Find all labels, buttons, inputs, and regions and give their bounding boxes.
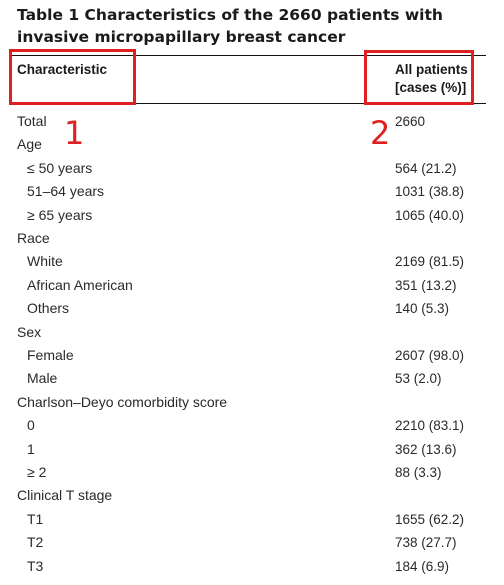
table-row: Others 140 (5.3) [0, 298, 504, 321]
row-label: 1 [27, 440, 35, 457]
annotation-box-1 [9, 49, 136, 105]
table-row: ≤ 50 years 564 (21.2) [0, 158, 504, 181]
row-label: Charlson–Deyo comorbidity score [17, 393, 228, 410]
annotation-marker-1: 1 [64, 114, 85, 152]
row-label: T2 [27, 534, 44, 551]
row-value: 351 (13.2) [395, 277, 457, 293]
row-label: Total [17, 113, 47, 129]
row-label: Sex [17, 323, 42, 340]
row-value: 1065 (40.0) [395, 207, 465, 223]
row-value: 88 (3.3) [395, 465, 442, 480]
row-value: 2607 (98.0) [395, 348, 465, 363]
row-label: Female [27, 347, 74, 363]
table-row: Race [0, 228, 504, 251]
row-label: Age [17, 136, 42, 153]
table-row: T2 738 (27.7) [0, 532, 504, 555]
table-row: Total 2660 [0, 111, 504, 134]
row-value: 564 (21.2) [395, 160, 457, 176]
row-value: 2169 (81.5) [395, 254, 465, 270]
row-label: Race [17, 230, 50, 246]
header-all-patients-line1: All patients [395, 62, 468, 77]
table-row: Sex [0, 322, 504, 345]
row-label: T3 [27, 557, 44, 574]
table-row: 0 2210 (83.1) [0, 415, 504, 438]
header-all-patients: All patients [cases (%)] [395, 61, 468, 97]
row-value: 184 (6.9) [395, 558, 450, 574]
row-value: 53 (2.0) [395, 371, 442, 387]
header-characteristic: Characteristic [17, 62, 108, 77]
table-row: Charlson–Deyo comorbidity score [0, 392, 504, 415]
table-row: White 2169 (81.5) [0, 251, 504, 274]
row-label: ≤ 50 years [27, 159, 93, 176]
table-top-rule [10, 55, 486, 56]
annotation-marker-2: 2 [370, 114, 391, 152]
table-header-rule [10, 103, 486, 104]
table-row: 1 362 (13.6) [0, 439, 504, 462]
table-row: ≥ 65 years 1065 (40.0) [0, 205, 504, 228]
header-all-patients-line2: [cases (%)] [395, 80, 467, 95]
row-label: White [27, 253, 63, 270]
table-row: Female 2607 (98.0) [0, 345, 504, 368]
annotation-box-2 [364, 50, 474, 105]
table-row: 51–64 years 1031 (38.8) [0, 181, 504, 204]
row-value: 1031 (38.8) [395, 184, 465, 200]
row-label: ≥ 65 years [27, 206, 93, 223]
row-label: African American [27, 276, 133, 293]
table-row: Age [0, 134, 504, 157]
table-row: Male 53 (2.0) [0, 368, 504, 391]
row-value: 362 (13.6) [395, 441, 457, 457]
row-label: 0 [27, 417, 35, 434]
row-value: 140 (5.3) [395, 301, 450, 317]
table-row: Clinical T stage [0, 485, 504, 508]
row-value: 1655 (62.2) [395, 511, 465, 527]
row-value: 2210 (83.1) [395, 418, 465, 434]
row-label: Clinical T stage [17, 487, 113, 504]
table-row: T3 184 (6.9) [0, 556, 504, 579]
row-label: Others [27, 300, 70, 317]
row-label: 51–64 years [27, 183, 105, 200]
table-title: Table 1 Characteristics of the 2660 pati… [17, 6, 443, 46]
row-label: Male [27, 370, 58, 387]
row-label: ≥ 2 [27, 464, 47, 480]
row-label: T1 [27, 510, 44, 527]
table-row: T1 1655 (62.2) [0, 509, 504, 532]
row-value: 2660 [395, 114, 426, 129]
table-row: ≥ 2 88 (3.3) [0, 462, 504, 485]
table-row: African American 351 (13.2) [0, 275, 504, 298]
row-value: 738 (27.7) [395, 535, 457, 551]
